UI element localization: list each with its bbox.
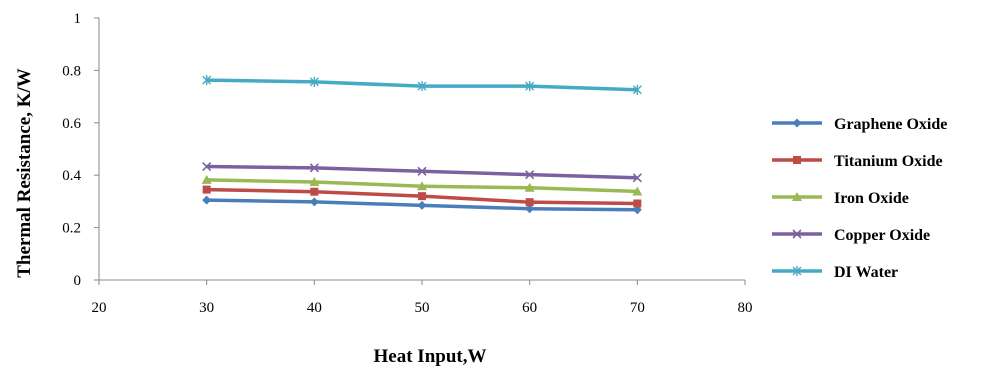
series-lines: [201, 75, 643, 215]
legend-swatch-marker: [792, 229, 802, 239]
data-point-iron-oxide: [632, 186, 643, 196]
legend-label: Copper Oxide: [834, 227, 930, 244]
legend-swatch-marker: [792, 266, 802, 276]
legend-label: Iron Oxide: [834, 190, 909, 207]
series-graphene-oxide: [202, 195, 642, 215]
data-point-di-water: [202, 75, 212, 86]
x-tick-label: 80: [738, 300, 753, 316]
y-tick-label: 0.6: [62, 116, 81, 132]
legend-label: Graphene Oxide: [834, 116, 947, 133]
y-tick-label: 0.2: [62, 221, 81, 237]
x-axis-title: Heat Input,W: [374, 346, 487, 367]
legend-swatch-marker: [793, 156, 801, 164]
data-point-di-water: [525, 81, 535, 92]
legend-swatch-marker: [792, 118, 802, 128]
series-titanium-oxide: [202, 185, 642, 208]
x-tick-label: 30: [199, 300, 214, 316]
legend-swatch-marker: [792, 192, 802, 201]
x-tick-label: 20: [92, 300, 107, 316]
series-di-water: [202, 75, 642, 95]
data-point-copper-oxide: [417, 166, 427, 176]
data-point-graphene-oxide: [632, 205, 642, 215]
x-tick-label: 70: [630, 300, 645, 316]
data-point-titanium-oxide: [310, 187, 319, 196]
data-point-iron-oxide: [201, 174, 212, 184]
data-point-iron-oxide: [417, 181, 427, 191]
x-tick-label: 40: [307, 300, 322, 316]
y-tick-label: 0.4: [62, 168, 81, 184]
legend-item-iron-oxide: Iron Oxide: [772, 190, 909, 207]
data-point-graphene-oxide: [417, 200, 427, 210]
legend-item-titanium-oxide: Titanium Oxide: [772, 153, 943, 170]
legend-label: Titanium Oxide: [834, 153, 943, 170]
data-point-titanium-oxide: [418, 192, 426, 201]
y-tick-label: 1: [74, 11, 82, 27]
series-copper-oxide: [202, 161, 642, 183]
chart-axes: [94, 17, 746, 285]
data-point-di-water: [309, 76, 319, 87]
data-point-graphene-oxide: [309, 197, 319, 207]
y-tick-label: 0.8: [62, 63, 81, 79]
legend-item-graphene-oxide: Graphene Oxide: [772, 116, 947, 133]
data-point-titanium-oxide: [633, 199, 642, 208]
legend-item-di-water: DI Water: [772, 264, 898, 281]
data-point-graphene-oxide: [525, 204, 535, 214]
data-point-copper-oxide: [632, 173, 642, 183]
data-point-titanium-oxide: [202, 185, 211, 194]
tick-labels: 20 30 40 50 60 70 80 0 0.2 0.4 0.6 0.8 1: [62, 11, 752, 316]
data-point-iron-oxide: [524, 182, 535, 192]
data-point-copper-oxide: [202, 161, 212, 172]
y-tick-label: 0: [74, 273, 82, 289]
y-axis-title: Thermal Resistance, K/W: [14, 68, 35, 278]
legend-label: DI Water: [834, 264, 898, 281]
data-point-copper-oxide: [525, 170, 535, 180]
x-tick-label: 50: [415, 300, 430, 316]
legend-item-copper-oxide: Copper Oxide: [772, 227, 930, 244]
data-point-graphene-oxide: [202, 195, 212, 205]
legend: Graphene Oxide Titanium Oxide Iron Oxide Co…: [772, 116, 947, 281]
data-point-di-water: [417, 81, 427, 92]
data-point-titanium-oxide: [525, 198, 534, 207]
x-tick-label: 60: [522, 300, 537, 316]
data-point-copper-oxide: [309, 163, 319, 173]
series-iron-oxide: [201, 174, 643, 196]
data-point-iron-oxide: [309, 177, 320, 187]
data-point-di-water: [632, 84, 642, 95]
